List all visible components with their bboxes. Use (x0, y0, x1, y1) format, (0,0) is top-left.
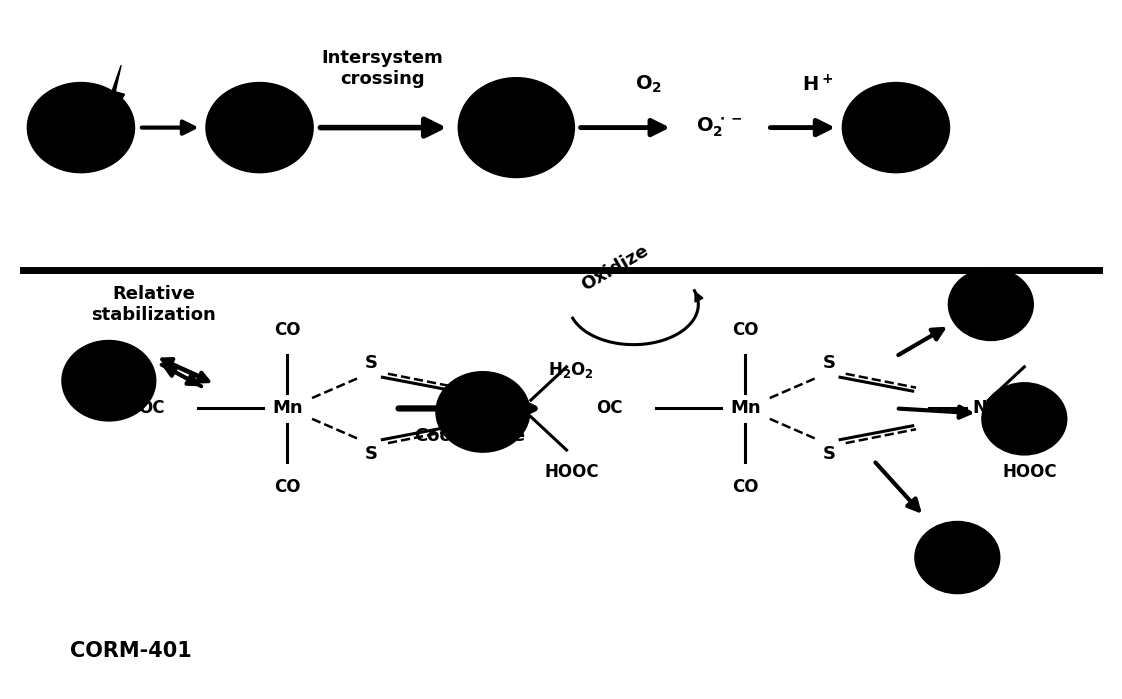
Text: HOOC: HOOC (1003, 463, 1057, 480)
Ellipse shape (62, 340, 156, 421)
Text: CO: CO (732, 478, 758, 496)
Text: N: N (972, 399, 987, 417)
Text: HOOC: HOOC (545, 463, 599, 480)
Text: CO: CO (274, 321, 301, 339)
Ellipse shape (436, 372, 530, 452)
Polygon shape (108, 65, 125, 126)
Text: Intersystem
crossing: Intersystem crossing (322, 49, 443, 88)
Text: N: N (514, 399, 530, 417)
Text: Oxidize: Oxidize (578, 241, 652, 294)
Text: Relative
stabilization: Relative stabilization (91, 285, 215, 324)
Text: CO: CO (274, 478, 301, 496)
Text: Coordinate: Coordinate (414, 427, 525, 445)
Text: $\mathbf{O_2^{\ \bullet-}}$: $\mathbf{O_2^{\ \bullet-}}$ (697, 116, 743, 139)
Ellipse shape (843, 82, 949, 173)
Text: S: S (365, 445, 378, 463)
Text: $\mathbf{H^+}$: $\mathbf{H^+}$ (802, 74, 834, 95)
Text: Mn: Mn (273, 399, 303, 417)
Text: CO: CO (732, 321, 758, 339)
Text: OC: OC (138, 399, 165, 417)
Text: $\mathbf{H_2O_2}$: $\mathbf{H_2O_2}$ (549, 360, 595, 380)
Text: Mn: Mn (730, 399, 761, 417)
Text: S: S (822, 445, 836, 463)
Text: $\mathbf{O_2}$: $\mathbf{O_2}$ (635, 74, 662, 95)
Text: S: S (365, 354, 378, 373)
Text: OC: OC (596, 399, 623, 417)
Text: S: S (822, 354, 836, 373)
Ellipse shape (982, 383, 1067, 455)
Text: CORM-401: CORM-401 (71, 641, 192, 661)
Ellipse shape (458, 78, 574, 178)
Ellipse shape (914, 521, 1000, 593)
Ellipse shape (206, 82, 313, 173)
Ellipse shape (27, 82, 135, 173)
Ellipse shape (948, 268, 1033, 340)
